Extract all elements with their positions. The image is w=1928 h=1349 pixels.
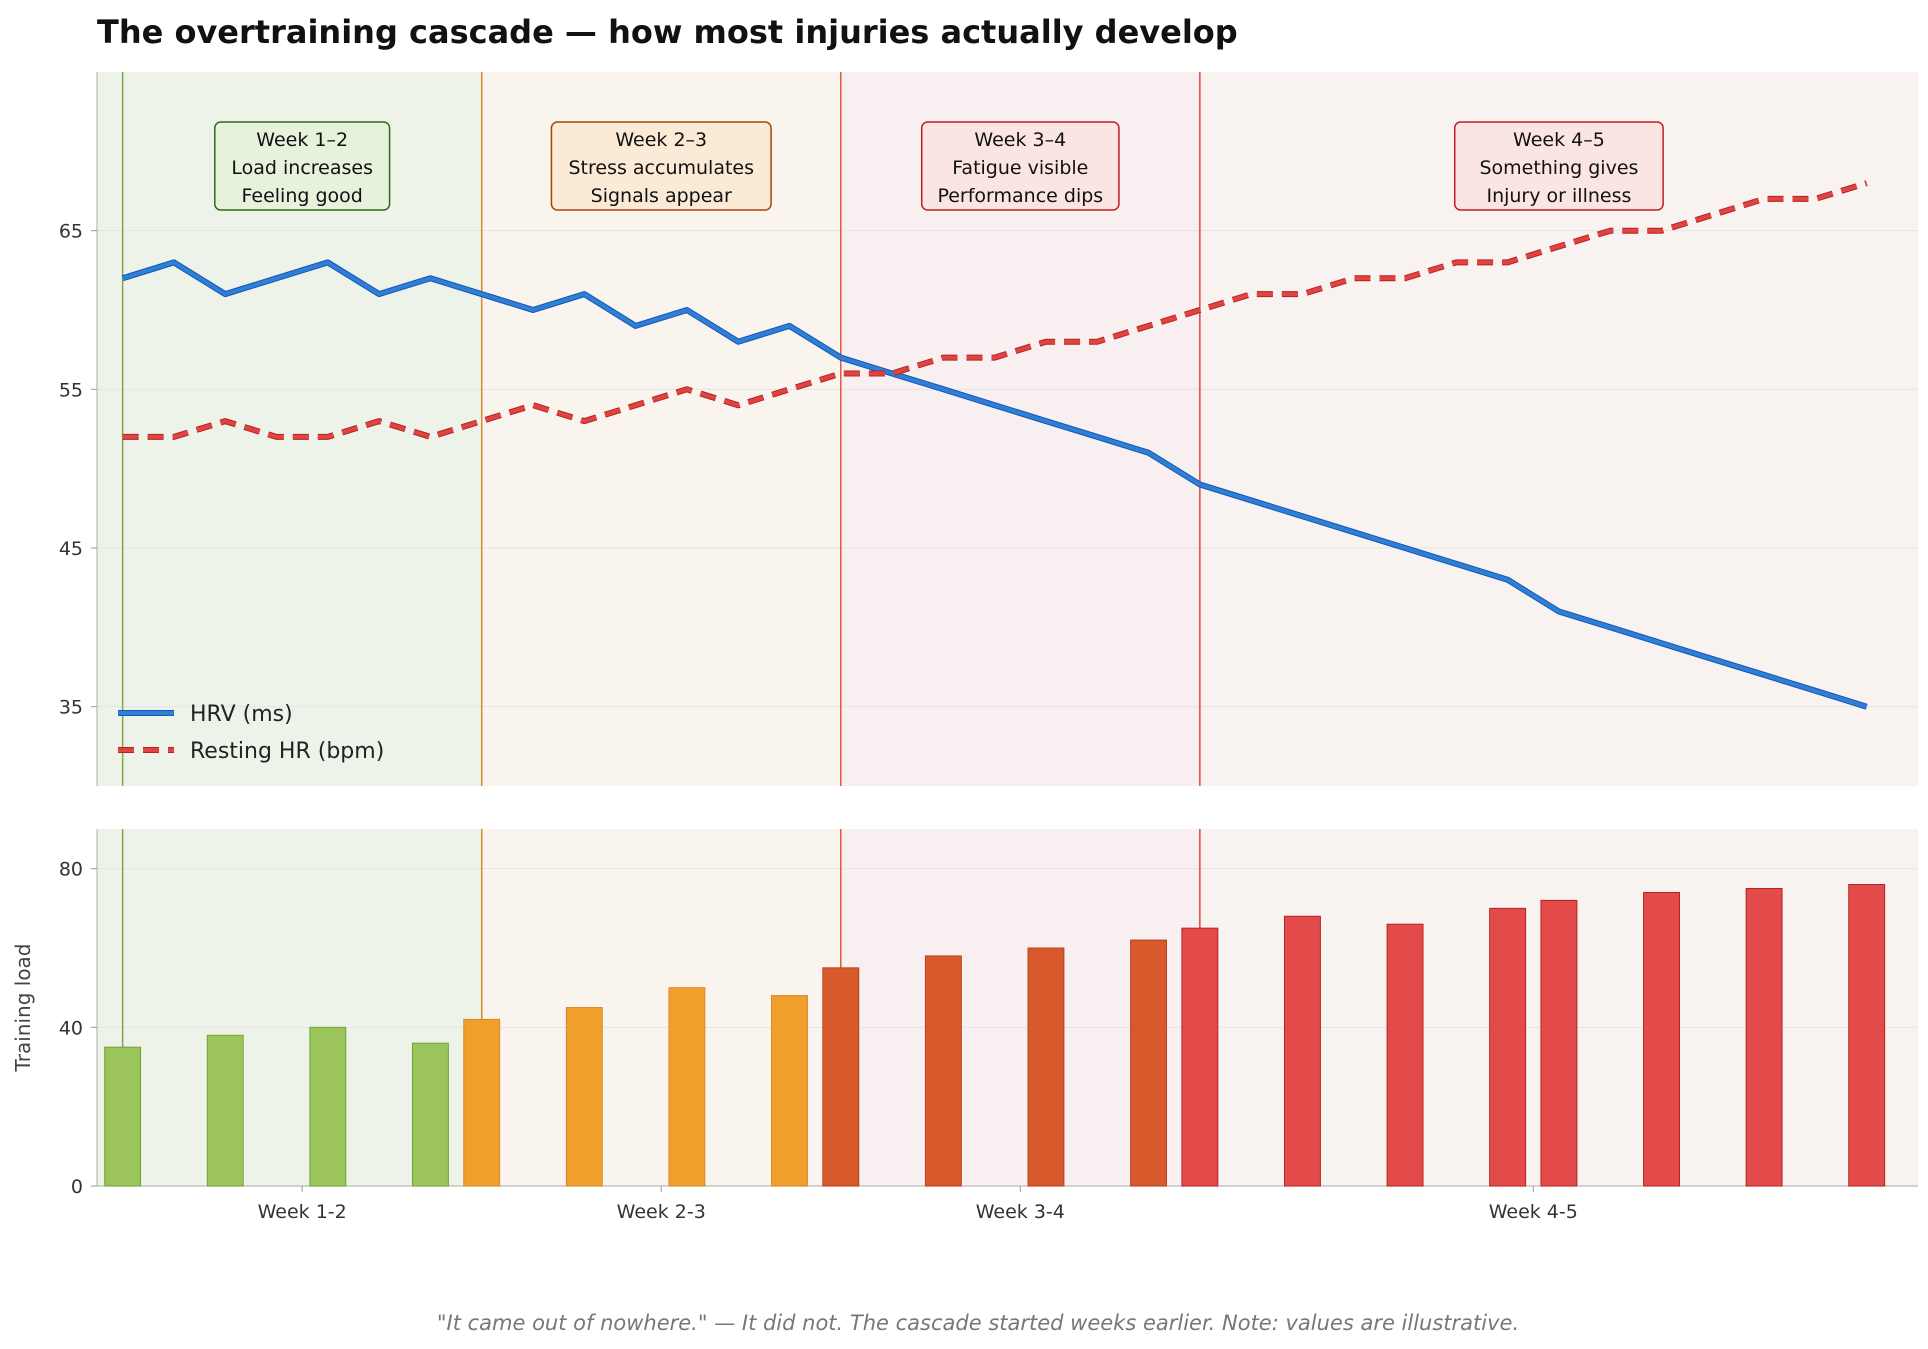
- hrv-rhr-panel: 35 45 55 65 Week 1–2 Load increases Feeling go…: [59, 72, 1918, 786]
- training-load-bar: [463, 1018, 501, 1187]
- x-tick-label: Week 3-4: [976, 1201, 1065, 1223]
- phase-annotation-text: Injury or illness: [1486, 185, 1631, 207]
- phase-annotation-text: Week 2–3: [615, 129, 707, 151]
- rhr-line: [122, 181, 1868, 439]
- phase-annotation-text: Load increases: [231, 157, 373, 179]
- training-load-bar: [1130, 939, 1168, 1187]
- chart-title: The overtraining cascade — how most inju…: [97, 13, 1238, 51]
- y-tick-label: 0: [71, 1176, 83, 1198]
- phase-annotation-text: Week 3–4: [974, 129, 1066, 151]
- training-load-bar: [1643, 891, 1680, 1187]
- phase-annotation-text: Feeling good: [242, 185, 363, 207]
- footer-note: "It came out of nowhere." — It did not. …: [437, 1311, 1519, 1335]
- training-load-bar: [1027, 947, 1065, 1187]
- phase-annotation-text: Week 1–2: [256, 129, 348, 151]
- phase-annotation-box: [214, 121, 391, 211]
- legend-hrv-label: HRV (ms): [190, 702, 293, 727]
- training-load-bar: [1745, 888, 1783, 1187]
- y-tick-label: 45: [59, 538, 83, 560]
- training-load-bar: [1848, 884, 1886, 1187]
- hrv-line: [122, 260, 1868, 709]
- training-load-bar: [1181, 927, 1219, 1187]
- x-tick-label: Week 2-3: [617, 1201, 706, 1223]
- legend-rhr-label: Resting HR (bpm): [190, 739, 384, 764]
- training-load-bar: [1283, 915, 1321, 1187]
- phase-annotation-text: Signals appear: [591, 185, 732, 207]
- training-load-bar: [822, 967, 860, 1187]
- y-tick-label: 80: [59, 859, 83, 881]
- phase-annotation-text: Stress accumulates: [568, 157, 754, 179]
- phase-annotation-text: Something gives: [1479, 157, 1638, 179]
- training-load-bar: [1540, 899, 1578, 1187]
- training-load-bar: [1386, 923, 1424, 1187]
- phase-annotation-text: Fatigue visible: [952, 157, 1088, 179]
- x-tick-label: Week 1-2: [258, 1201, 347, 1223]
- training-load-bar: [411, 1042, 449, 1187]
- training-load-bar: [309, 1026, 347, 1187]
- phase-annotation-box: [1453, 121, 1664, 211]
- training-load-bar: [668, 987, 706, 1187]
- training-load-bar: [104, 1046, 142, 1187]
- y-axis-label: Training load: [11, 943, 35, 1072]
- training-load-bar: [206, 1034, 244, 1187]
- training-load-bar: [565, 1007, 603, 1187]
- phase-annotation-text: Performance dips: [937, 185, 1103, 207]
- training-load-bar: [1489, 907, 1527, 1187]
- y-tick-label: 35: [59, 697, 83, 719]
- x-tick-label: Week 4-5: [1489, 1201, 1578, 1223]
- phase-annotation-box: [920, 121, 1120, 211]
- phase-annotation-box: [550, 121, 772, 211]
- training-load-bar: [771, 995, 808, 1187]
- training-load-panel: 0 40 80 Week 1-2 Week 2-3 Week 3-4 Week 4-5 Tra…: [11, 829, 1918, 1223]
- training-load-bar: [924, 955, 962, 1187]
- y-tick-label: 40: [59, 1017, 83, 1039]
- y-tick-label: 65: [59, 221, 83, 243]
- phase-annotation-text: Week 4–5: [1513, 129, 1605, 151]
- y-tick-label: 55: [59, 379, 83, 401]
